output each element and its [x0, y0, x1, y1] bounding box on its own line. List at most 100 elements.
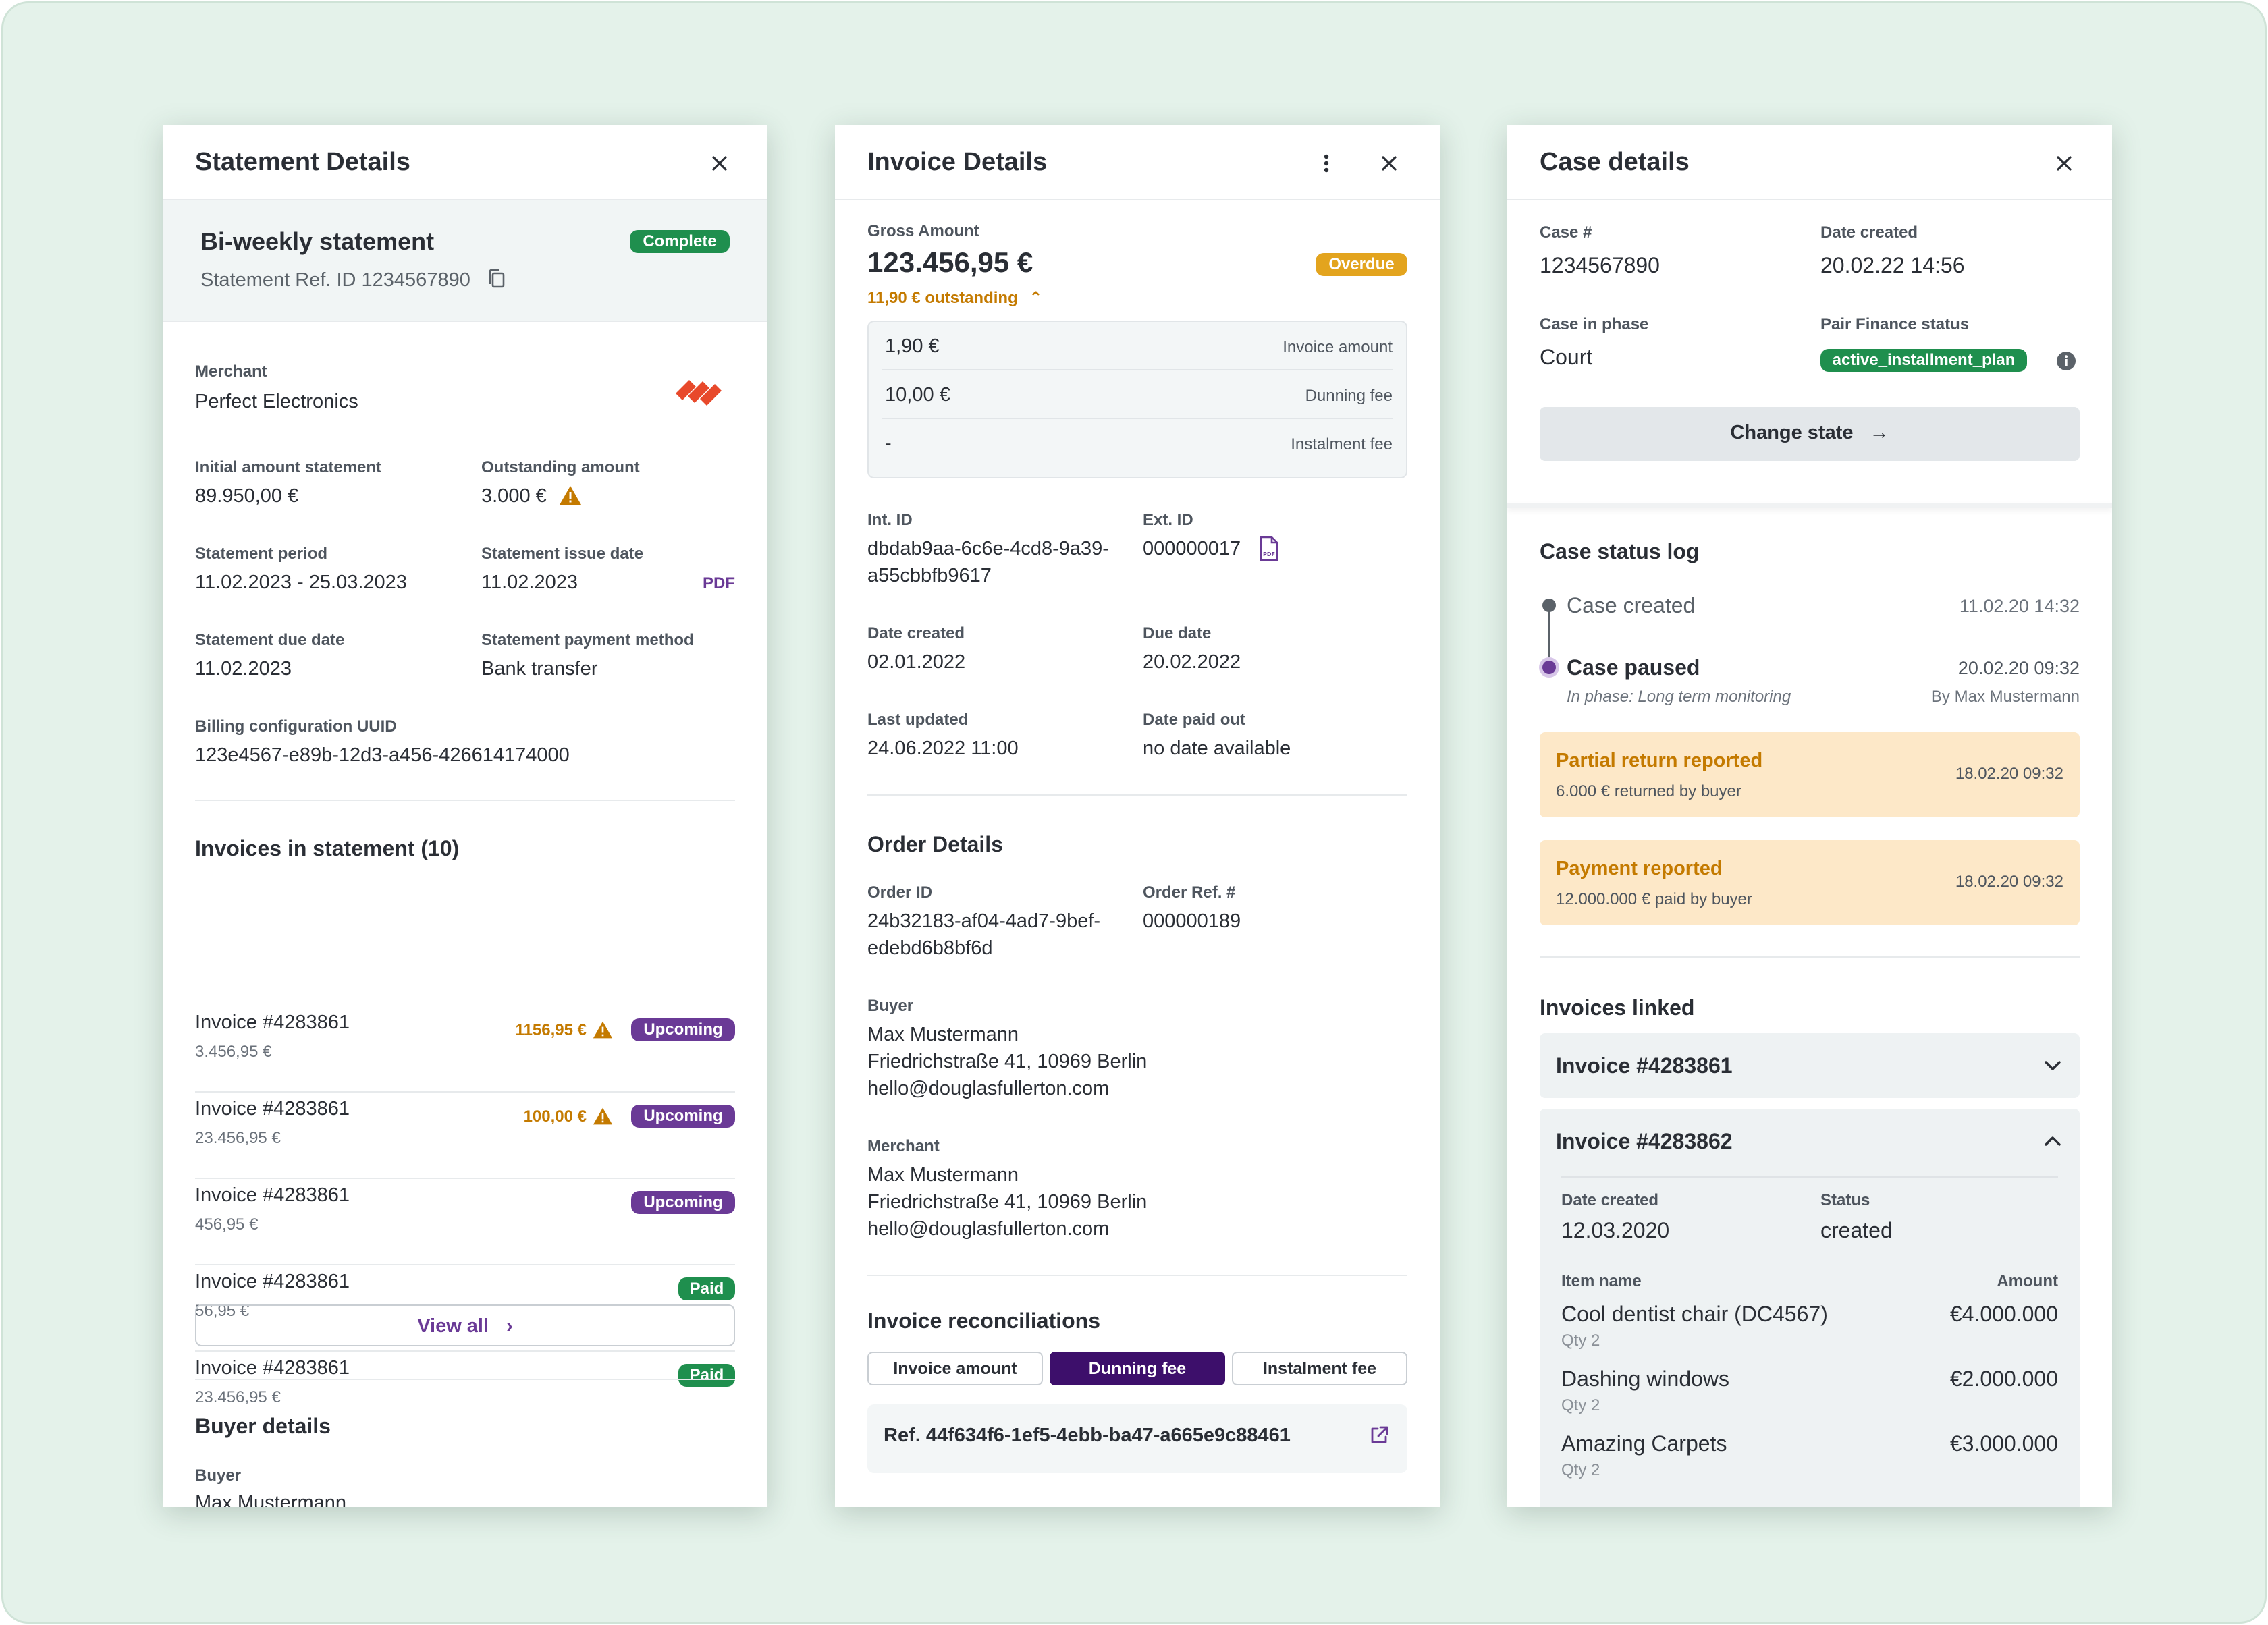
case-details-panel: Case details Case # 1234567890 Date crea… — [1507, 125, 2112, 1507]
invoice-name: Invoice #4283861 — [195, 1012, 350, 1033]
invoices-heading: Invoices in statement (10) — [195, 836, 460, 860]
expanded-date-created-value: 12.03.2020 — [1561, 1218, 1670, 1242]
pdf-file-icon[interactable]: PDF — [1258, 535, 1280, 562]
panel-title: Statement Details — [195, 148, 410, 176]
log-case-paused-by: By Max Mustermann — [1931, 688, 2080, 706]
linked-invoice-collapsed[interactable]: Invoice #4283861 — [1540, 1033, 2080, 1098]
gross-amount-label: Gross Amount — [867, 222, 979, 240]
divider — [163, 199, 767, 200]
breakdown-value: - — [885, 433, 892, 454]
divider — [1561, 1176, 2058, 1178]
initial-amount-value: 89.950,00 € — [195, 485, 299, 507]
external-link-icon[interactable] — [1367, 1423, 1391, 1448]
log-case-paused-time: 20.02.20 09:32 — [1958, 658, 2080, 678]
outstanding-amount-value: 3.000 € — [481, 485, 547, 507]
outstanding-toggle[interactable]: 11,90 € outstanding ⌃ — [867, 288, 1043, 308]
linked-invoice-title: Invoice #4283861 — [1556, 1053, 1733, 1078]
initial-amount-label: Initial amount statement — [195, 458, 382, 476]
tab-instalment-fee[interactable]: Instalment fee — [1232, 1352, 1407, 1385]
chevron-down-icon — [2045, 1061, 2061, 1070]
item-name-header: Item name — [1561, 1272, 1642, 1290]
outstanding-text: 11,90 € outstanding — [867, 289, 1018, 307]
divider — [867, 794, 1407, 796]
statement-ref-id: Statement Ref. ID 1234567890 — [200, 269, 470, 291]
change-state-button[interactable]: Change state → — [1540, 407, 2080, 461]
item-qty: Qty 2 — [1561, 1331, 1600, 1350]
section-divider — [1507, 503, 2112, 508]
close-icon[interactable] — [1378, 152, 1401, 175]
buyer-address: Friedrichstraße 41, 10969 Berlin — [867, 1051, 1148, 1072]
reconciliation-ref-card: Ref. 44f634f6-1ef5-4ebb-ba47-a665e9c8846… — [867, 1404, 1407, 1473]
arrow-right-icon: → — [1869, 422, 1889, 443]
invoice-row[interactable]: Invoice #4283861 23.456,95 € Upcoming 100,0… — [195, 1093, 735, 1179]
expanded-date-created-label: Date created — [1561, 1191, 1659, 1209]
statement-name: Bi-weekly statement — [200, 227, 435, 255]
case-number-label: Case # — [1540, 223, 1592, 242]
divider — [1507, 199, 2112, 200]
invoice-amount: 3.456,95 € — [195, 1043, 272, 1061]
tab-invoice-amount[interactable]: Invoice amount — [867, 1352, 1043, 1385]
close-icon[interactable] — [708, 152, 731, 175]
invoice-amount: 456,95 € — [195, 1215, 259, 1234]
case-phase-value: Court — [1540, 345, 1593, 369]
merchant-name: Max Mustermann — [867, 1164, 1019, 1186]
breakdown-row: 1,90 € Invoice amount — [869, 322, 1406, 370]
statement-summary — [163, 200, 767, 321]
invoice-row[interactable]: Invoice #4283861 56,95 € Paid — [195, 1265, 735, 1352]
date-created-label: Date created — [867, 624, 965, 642]
divider — [195, 1091, 735, 1093]
divider — [195, 1350, 735, 1352]
date-created-value: 20.02.22 14:56 — [1820, 253, 1965, 277]
pf-status-badge: active_installment_plan — [1820, 349, 2027, 372]
date-created-label: Date created — [1820, 223, 1918, 242]
divider — [195, 800, 735, 801]
tab-dunning-fee[interactable]: Dunning fee — [1050, 1352, 1225, 1385]
breakdown-value: 1,90 € — [885, 335, 940, 357]
log-case-paused-phase: In phase: Long term monitoring — [1567, 688, 1791, 706]
pdf-link[interactable]: PDF — [703, 574, 735, 593]
breakdown-row: - Instalment fee — [869, 419, 1406, 468]
breakdown-label: Instalment fee — [1291, 435, 1393, 453]
alert-title: Partial return reported — [1556, 750, 1763, 771]
item-qty: Qty 2 — [1561, 1396, 1600, 1414]
date-paid-out-label: Date paid out — [1143, 711, 1246, 729]
invoice-row[interactable]: Invoice #4283861 23.456,95 € Paid — [195, 1352, 735, 1438]
due-date-value: 11.02.2023 — [195, 658, 292, 680]
view-all-button[interactable]: View all › — [195, 1304, 735, 1346]
panel-title: Case details — [1540, 148, 1690, 176]
order-ref-label: Order Ref. # — [1143, 883, 1236, 902]
pf-status-label: Pair Finance status — [1820, 315, 1970, 333]
amount-breakdown: 1,90 € Invoice amount 10,00 € Dunning fee - I… — [867, 321, 1407, 478]
breakdown-value: 10,00 € — [885, 384, 950, 406]
expanded-status-label: Status — [1820, 1191, 1870, 1209]
chevron-up-icon — [2045, 1136, 2061, 1146]
invoice-details-panel: Invoice Details Gross Amount 123.456,95 … — [835, 125, 1440, 1507]
invoice-row[interactable]: Invoice #4283861 3.456,95 € Upcoming 1156,9… — [195, 1006, 735, 1093]
reconciliations-heading: Invoice reconciliations — [867, 1309, 1100, 1333]
invoices-linked-heading: Invoices linked — [1540, 995, 1695, 1020]
info-icon[interactable] — [2055, 350, 2077, 372]
copy-icon[interactable] — [487, 268, 508, 291]
more-options-icon[interactable] — [1320, 152, 1333, 175]
status-alert-card: Partial return reported 6.000 € returned … — [1540, 732, 2080, 817]
status-badge: Paid — [678, 1277, 735, 1300]
date-created-value: 02.01.2022 — [867, 651, 966, 673]
breakdown-row: 10,00 € Dunning fee — [869, 370, 1406, 419]
invoice-name: Invoice #4283861 — [195, 1098, 350, 1120]
breakdown-label: Invoice amount — [1282, 338, 1393, 356]
issue-date-value: 11.02.2023 — [481, 572, 578, 593]
close-icon[interactable] — [2053, 152, 2076, 175]
warning-icon — [593, 1107, 613, 1125]
merchant-label: Merchant — [867, 1137, 940, 1155]
invoice-outstanding: 1156,95 € — [515, 1021, 587, 1039]
invoice-name: Invoice #4283861 — [195, 1357, 350, 1379]
status-badge: Overdue — [1316, 253, 1407, 276]
panel-title: Invoice Details — [867, 148, 1048, 176]
item-name: Amazing Carpets — [1561, 1431, 1727, 1456]
invoice-name: Invoice #4283861 — [195, 1184, 350, 1206]
billing-uuid-label: Billing configuration UUID — [195, 717, 397, 736]
reconciliation-ref: Ref. 44f634f6-1ef5-4ebb-ba47-a665e9c8846… — [884, 1425, 1291, 1446]
linked-invoice-expanded-header[interactable]: Invoice #4283862 — [1540, 1109, 2080, 1176]
invoice-row[interactable]: Invoice #4283861 456,95 € Upcoming — [195, 1179, 735, 1265]
